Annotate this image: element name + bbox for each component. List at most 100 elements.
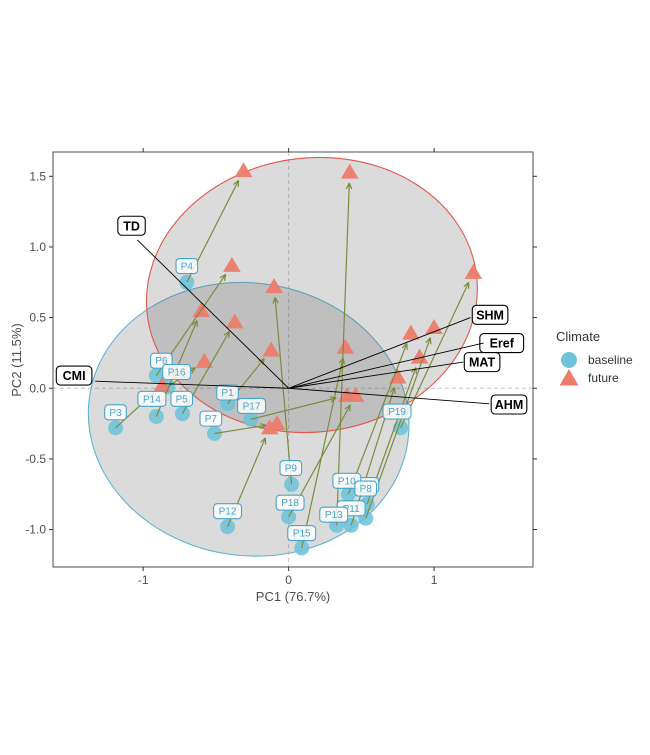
shift-arrowhead-P7-0	[260, 424, 267, 430]
shift-arrowhead-P6-0	[223, 274, 227, 281]
site-label-box-P9	[279, 460, 303, 477]
loading-label-box-SHM	[471, 304, 509, 325]
shift-arrowhead-P1-0	[261, 358, 265, 366]
future-point-P18	[346, 386, 365, 402]
loading-line-CMI	[95, 380, 289, 389]
shift-arrow-P9	[274, 297, 293, 485]
site-label-text-P7: P7	[205, 414, 218, 425]
site-label-P12: P12	[213, 503, 243, 520]
loading-line-AHM	[288, 387, 490, 405]
shift-arrowhead-P7-1	[259, 423, 267, 426]
site-label-box-P14	[137, 390, 167, 407]
site-label-text-P18: P18	[281, 498, 299, 509]
legend-future-label: future	[588, 371, 619, 385]
site-label-text-P19: P19	[388, 407, 406, 418]
loading-label-text-MAT: MAT	[469, 356, 496, 370]
site-label-box-P19	[382, 403, 412, 420]
shift-arrowhead-P11-1	[389, 387, 395, 393]
loading-label-box-Eref	[479, 332, 525, 354]
site-label-text-P12: P12	[219, 507, 237, 518]
future-point-P4	[234, 162, 253, 178]
loading-label-box-CMI	[55, 365, 93, 386]
site-label-P19: P19	[382, 403, 412, 420]
future-point-P19	[464, 263, 483, 279]
legend-baseline-label: baseline	[588, 353, 633, 367]
site-label-box-P13	[319, 506, 349, 523]
shift-arrowhead-P13-1	[345, 182, 350, 190]
plot-data-layer: P2P11P6P4P3P14P5P16P1P17P7P9P12P18P15P13…	[53, 152, 533, 567]
shift-arrow-P13	[336, 183, 350, 526]
future-point-P3	[153, 376, 171, 392]
x-tick-label: 1	[431, 573, 438, 587]
y-tick-label: 1.5	[29, 169, 46, 183]
legend: Climate baseline future	[556, 329, 633, 386]
loading-label-box-AHM	[490, 394, 528, 415]
shift-arrowhead-P15-0	[342, 357, 345, 365]
shift-arrow-P19	[400, 282, 470, 429]
future-point-P16	[195, 352, 214, 368]
loading-line-Eref	[288, 342, 484, 389]
site-label-text-P1: P1	[221, 388, 234, 399]
site-label-box-P1	[216, 384, 239, 401]
shift-arrow-P17	[250, 397, 337, 420]
site-label-text-P13: P13	[325, 510, 343, 521]
loading-line-MAT	[288, 361, 464, 389]
legend-future-marker-icon	[559, 369, 579, 386]
site-label-box-P3	[104, 404, 127, 421]
site-label-P8: P8	[354, 480, 378, 497]
loading-line-TD	[137, 239, 289, 389]
x-tick-label: 0	[285, 573, 292, 587]
site-label-text-P17: P17	[243, 401, 261, 412]
site-label-text-P9: P9	[285, 464, 298, 475]
site-label-box-P8	[354, 480, 378, 497]
future-point-P1	[262, 341, 280, 357]
site-label-box-P15	[287, 525, 317, 542]
site-label-text-P15: P15	[293, 529, 311, 540]
site-label-P4: P4	[175, 257, 199, 275]
site-label-text-P8: P8	[360, 484, 373, 495]
future-point-P8	[410, 348, 429, 364]
future-point-P12	[260, 419, 279, 435]
x-axis-title: PC1 (76.7%)	[256, 589, 330, 604]
shift-arrowhead-P1-1	[258, 358, 265, 363]
site-label-box-P7	[199, 410, 223, 427]
y-axis-title: PC2 (11.5%)	[9, 323, 24, 396]
site-label-P16: P16	[162, 363, 192, 381]
site-label-box-P12	[213, 503, 243, 520]
site-label-P7: P7	[199, 410, 223, 427]
future-point-P15	[336, 338, 355, 354]
loading-label-text-SHM: SHM	[476, 308, 504, 322]
site-label-text-P16: P16	[168, 368, 186, 379]
shift-arrowhead-P8-0	[415, 367, 417, 375]
shift-arrowhead-P16-0	[191, 367, 196, 374]
shift-arrowhead-P18-1	[344, 404, 351, 410]
loading-label-text-AHM: AHM	[495, 398, 523, 412]
shift-arrowhead-P14-1	[191, 320, 198, 326]
y-tick-label: 0.5	[29, 311, 46, 325]
site-label-P17: P17	[237, 397, 267, 414]
shift-arrowhead-P2-1	[425, 337, 431, 343]
site-label-P13: P13	[319, 506, 349, 523]
shift-arrowhead-P17-0	[330, 397, 337, 403]
future-point-P5	[226, 313, 244, 329]
loading-label-box-TD	[117, 215, 146, 236]
y-tick-label: 0.0	[29, 381, 46, 395]
shift-arrowhead-P6-1	[219, 273, 226, 279]
site-label-P9: P9	[279, 460, 303, 477]
site-label-text-P5: P5	[176, 394, 189, 405]
site-label-box-P18	[275, 494, 305, 511]
future-point-P9	[265, 278, 283, 294]
y-tick-label: -0.5	[25, 452, 46, 466]
site-label-box-P17	[237, 397, 267, 414]
shift-arrowhead-P13-0	[348, 182, 353, 190]
future-point-P13	[340, 163, 359, 179]
shift-arrowhead-P19-1	[463, 281, 470, 288]
y-tick-label: -1.0	[25, 523, 46, 537]
site-label-P10: P10	[332, 472, 362, 489]
shift-arrowhead-P12-1	[260, 437, 266, 443]
site-label-P3: P3	[104, 404, 127, 421]
site-label-box-P16	[162, 363, 192, 381]
future-point-P10	[402, 324, 420, 340]
